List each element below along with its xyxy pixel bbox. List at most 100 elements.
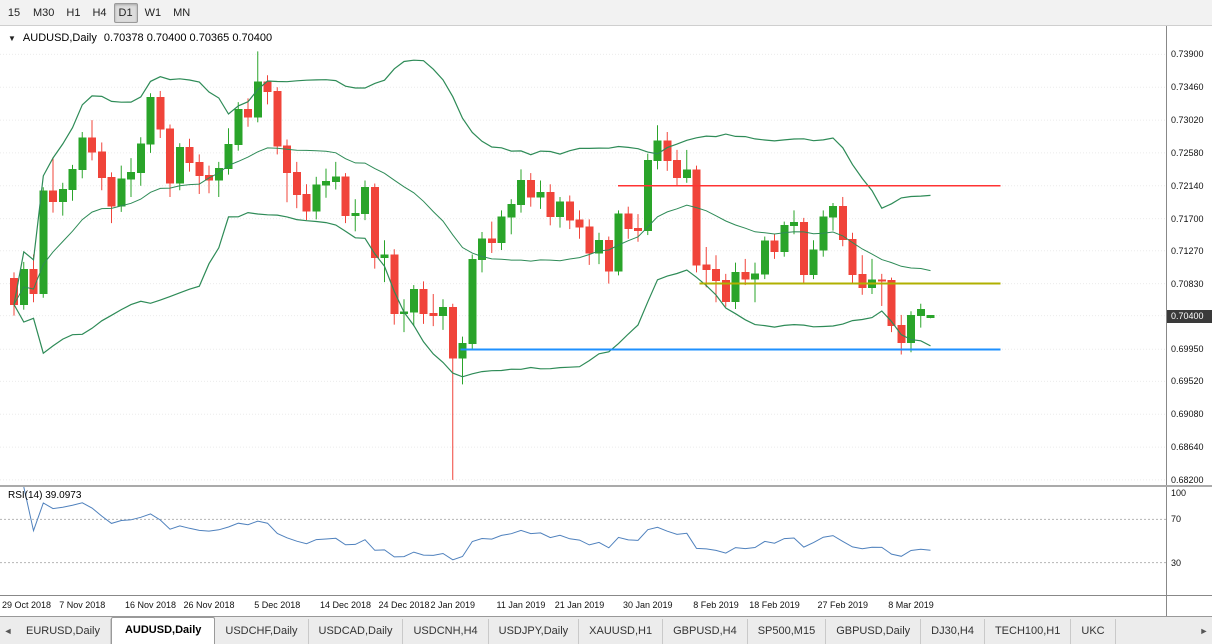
price-chart-plot[interactable]: ▼ AUDUSD,Daily 0.70378 0.70400 0.70365 0… — [0, 26, 1166, 485]
chart-tabs-bar: ◄ EURUSD,Daily AUDUSD,Daily USDCHF,Daily US… — [0, 616, 1212, 644]
candle-body — [234, 109, 243, 146]
candle-body — [97, 151, 106, 179]
candle-body — [614, 213, 623, 272]
candle-body — [244, 109, 252, 118]
timeframe-button-mn[interactable]: MN — [168, 3, 195, 23]
candle-body — [58, 189, 67, 202]
price-axis[interactable]: 0.73900 0.73460 0.73020 0.72580 0.72140 0.717… — [1166, 26, 1212, 485]
candlestick-chart — [0, 51, 1166, 481]
candle-body — [682, 169, 691, 179]
candle-body — [536, 191, 545, 198]
candle-body — [224, 144, 233, 170]
tab-dj30-h4[interactable]: DJ30,H4 — [921, 619, 985, 644]
candle-body — [643, 159, 652, 232]
tab-usdcad-daily[interactable]: USDCAD,Daily — [309, 619, 404, 644]
candle-body — [858, 274, 867, 288]
date-axis-label: 21 Jan 2019 — [554, 600, 605, 610]
candle-body — [88, 137, 96, 153]
tab-audusd-daily[interactable]: AUDUSD,Daily — [110, 617, 216, 644]
candle-body — [468, 259, 477, 344]
tab-ukc[interactable]: UKC — [1071, 619, 1116, 644]
date-axis-label: 7 Nov 2018 — [59, 600, 106, 610]
tab-usdjpy-daily[interactable]: USDJPY,Daily — [489, 619, 580, 644]
tab-usdcnh-h4[interactable]: USDCNH,H4 — [403, 619, 489, 644]
tab-tech100-h1[interactable]: TECH100,H1 — [985, 619, 1072, 644]
candle-body — [848, 239, 857, 276]
candle-body — [273, 91, 282, 147]
candle-body — [185, 147, 194, 164]
rsi-axis-label: 30 — [1171, 557, 1182, 568]
candle-body — [331, 176, 340, 182]
timeframe-button-h1[interactable]: H1 — [61, 3, 85, 23]
candle-body — [117, 178, 126, 207]
candle-body — [146, 97, 155, 145]
price-axis-label: 0.71700 — [1171, 213, 1204, 224]
chart-title: ▼ AUDUSD,Daily 0.70378 0.70400 0.70365 0… — [8, 32, 272, 44]
candle-body — [439, 306, 447, 317]
candle-body — [712, 268, 720, 282]
chart-collapse-icon[interactable]: ▼ — [8, 33, 16, 43]
timeframe-button-h4[interactable]: H4 — [87, 3, 111, 23]
rsi-axis: 100 70 30 — [1166, 487, 1212, 595]
timeframe-button-m30[interactable]: M30 — [28, 3, 59, 23]
date-axis-label: 26 Nov 2018 — [183, 600, 235, 610]
price-axis-label: 0.69080 — [1171, 409, 1204, 420]
chart-region: ▼ AUDUSD,Daily 0.70378 0.70400 0.70365 0… — [0, 26, 1212, 616]
candle-body — [322, 180, 330, 186]
candle-body — [770, 240, 779, 252]
candle-body — [829, 206, 837, 218]
candle-body — [68, 168, 77, 191]
candle-body — [361, 186, 369, 214]
candle-body — [595, 239, 603, 254]
candle-body — [156, 97, 165, 130]
candle-body — [487, 238, 496, 244]
price-axis-label: 0.72140 — [1171, 180, 1204, 191]
candle-body — [790, 221, 798, 226]
candle-body — [565, 201, 574, 221]
price-axis-label: 0.73460 — [1171, 82, 1204, 93]
candle-body — [731, 271, 740, 302]
rsi-panel[interactable]: RSI(14) 39.0973 — [0, 487, 1166, 595]
candle-body — [907, 315, 915, 344]
candle-body — [760, 240, 769, 275]
date-axis[interactable]: 29 Oct 2018 7 Nov 2018 16 Nov 2018 26 Nov 2… — [0, 595, 1166, 616]
price-axis-label: 0.72580 — [1171, 147, 1204, 158]
rsi-title: RSI(14) 39.0973 — [8, 490, 82, 501]
date-axis-label: 2 Jan 2019 — [430, 600, 476, 610]
candle-body — [673, 159, 681, 179]
chart-title-ohlc: 0.70378 0.70400 0.70365 0.70400 — [103, 32, 273, 44]
candle-body — [634, 227, 642, 232]
date-axis-label: 18 Feb 2019 — [749, 600, 800, 610]
timeframe-button-d1[interactable]: D1 — [113, 2, 138, 23]
candle-body — [49, 190, 57, 202]
price-axis-label: 0.73020 — [1171, 115, 1204, 126]
candle-body — [916, 309, 925, 317]
rsi-axis-label: 70 — [1171, 514, 1182, 525]
tab-xauusd-h1[interactable]: XAUUSD,H1 — [579, 619, 664, 644]
tab-gbpusd-h4[interactable]: GBPUSD,H4 — [663, 619, 748, 644]
timeframe-button-15[interactable]: 15 — [2, 3, 26, 23]
candle-body — [302, 194, 311, 212]
tab-gbpusd-daily[interactable]: GBPUSD,Daily — [826, 619, 922, 644]
bollinger-middle-band — [13, 147, 931, 305]
tabs-scroll-right-button[interactable]: ► — [1199, 625, 1209, 636]
price-axis-label: 0.68640 — [1171, 442, 1204, 453]
tabs-scroll-left-button[interactable]: ◄ — [3, 625, 13, 636]
candle-body — [799, 221, 808, 276]
candle-body — [556, 201, 564, 217]
candle-body — [107, 177, 116, 207]
tab-sp500-m15[interactable]: SP500,M15 — [748, 619, 827, 644]
rsi-chart — [0, 487, 1166, 564]
candle-body — [29, 268, 38, 294]
date-axis-label: 8 Feb 2019 — [693, 600, 739, 610]
timeframe-button-w1[interactable]: W1 — [140, 3, 167, 23]
panel-separator[interactable] — [0, 485, 1212, 487]
candle-body — [575, 219, 584, 228]
tab-eurusd-daily[interactable]: EURUSD,Daily — [16, 619, 111, 644]
candle-body — [283, 145, 291, 173]
tab-usdchf-daily[interactable]: USDCHF,Daily — [215, 619, 309, 644]
price-axis-label: 0.69520 — [1171, 376, 1204, 387]
candle-body — [497, 216, 506, 244]
candle-body — [341, 176, 350, 217]
